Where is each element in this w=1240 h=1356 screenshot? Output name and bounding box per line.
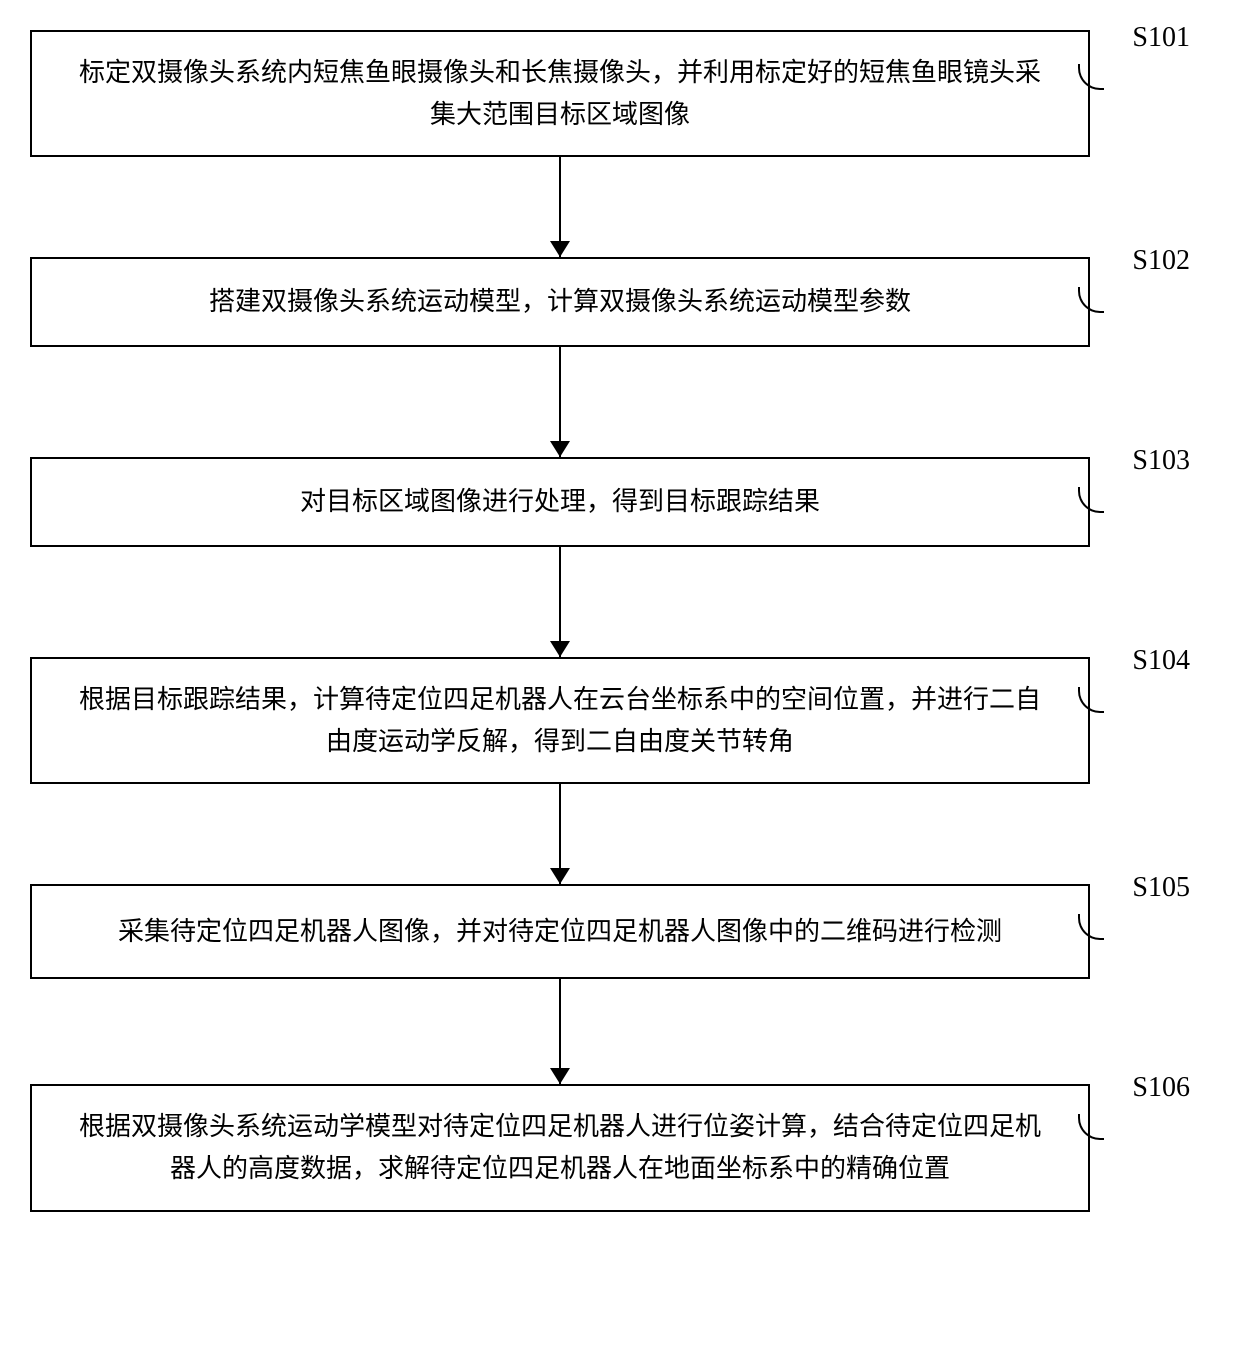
step-label-s104: S104 xyxy=(1132,645,1190,677)
step-label-s103: S103 xyxy=(1132,445,1190,477)
step-tick-s104 xyxy=(1090,681,1120,711)
arrow-head-icon xyxy=(550,241,570,257)
arrow-head-icon xyxy=(550,641,570,657)
step-box-s102: 搭建双摄像头系统运动模型，计算双摄像头系统运动模型参数 xyxy=(30,257,1090,347)
step-box-s104: 根据目标跟踪结果，计算待定位四足机器人在云台坐标系中的空间位置，并进行二自由度运… xyxy=(30,657,1090,784)
step-box-s106: 根据双摄像头系统运动学模型对待定位四足机器人进行位姿计算，结合待定位四足机器人的… xyxy=(30,1084,1090,1211)
arrow-head-icon xyxy=(550,441,570,457)
arrow-head-icon xyxy=(550,868,570,884)
step-s104-wrapper: S104 根据目标跟踪结果，计算待定位四足机器人在云台坐标系中的空间位置，并进行… xyxy=(30,657,1210,784)
step-text-s104: 根据目标跟踪结果，计算待定位四足机器人在云台坐标系中的空间位置，并进行二自由度运… xyxy=(72,679,1048,762)
step-text-s103: 对目标区域图像进行处理，得到目标跟踪结果 xyxy=(300,481,820,523)
arrow-s105-s106 xyxy=(30,979,1090,1084)
step-s103-wrapper: S103 对目标区域图像进行处理，得到目标跟踪结果 xyxy=(30,457,1210,547)
step-text-s106: 根据双摄像头系统运动学模型对待定位四足机器人进行位姿计算，结合待定位四足机器人的… xyxy=(72,1106,1048,1189)
step-tick-s101 xyxy=(1090,58,1120,88)
step-label-s101: S101 xyxy=(1132,22,1190,54)
step-s102-wrapper: S102 搭建双摄像头系统运动模型，计算双摄像头系统运动模型参数 xyxy=(30,257,1210,347)
arrow-s103-s104 xyxy=(30,547,1090,657)
arrow-s104-s105 xyxy=(30,784,1090,884)
step-tick-s106 xyxy=(1090,1108,1120,1138)
arrow-s101-s102 xyxy=(30,157,1090,257)
step-tick-s105 xyxy=(1090,908,1120,938)
step-s106-wrapper: S106 根据双摄像头系统运动学模型对待定位四足机器人进行位姿计算，结合待定位四… xyxy=(30,1084,1210,1211)
step-tick-s103 xyxy=(1090,481,1120,511)
step-s101-wrapper: S101 标定双摄像头系统内短焦鱼眼摄像头和长焦摄像头，并利用标定好的短焦鱼眼镜… xyxy=(30,30,1210,157)
step-box-s101: 标定双摄像头系统内短焦鱼眼摄像头和长焦摄像头，并利用标定好的短焦鱼眼镜头采集大范… xyxy=(30,30,1090,157)
step-box-s103: 对目标区域图像进行处理，得到目标跟踪结果 xyxy=(30,457,1090,547)
step-text-s101: 标定双摄像头系统内短焦鱼眼摄像头和长焦摄像头，并利用标定好的短焦鱼眼镜头采集大范… xyxy=(72,52,1048,135)
step-text-s102: 搭建双摄像头系统运动模型，计算双摄像头系统运动模型参数 xyxy=(209,281,911,323)
step-label-s102: S102 xyxy=(1132,245,1190,277)
step-label-s106: S106 xyxy=(1132,1072,1190,1104)
step-text-s105: 采集待定位四足机器人图像，并对待定位四足机器人图像中的二维码进行检测 xyxy=(118,911,1002,953)
step-label-s105: S105 xyxy=(1132,872,1190,904)
arrow-head-icon xyxy=(550,1068,570,1084)
step-s105-wrapper: S105 采集待定位四足机器人图像，并对待定位四足机器人图像中的二维码进行检测 xyxy=(30,884,1210,979)
step-tick-s102 xyxy=(1090,281,1120,311)
step-box-s105: 采集待定位四足机器人图像，并对待定位四足机器人图像中的二维码进行检测 xyxy=(30,884,1090,979)
flowchart-container: S101 标定双摄像头系统内短焦鱼眼摄像头和长焦摄像头，并利用标定好的短焦鱼眼镜… xyxy=(30,30,1210,1212)
arrow-s102-s103 xyxy=(30,347,1090,457)
